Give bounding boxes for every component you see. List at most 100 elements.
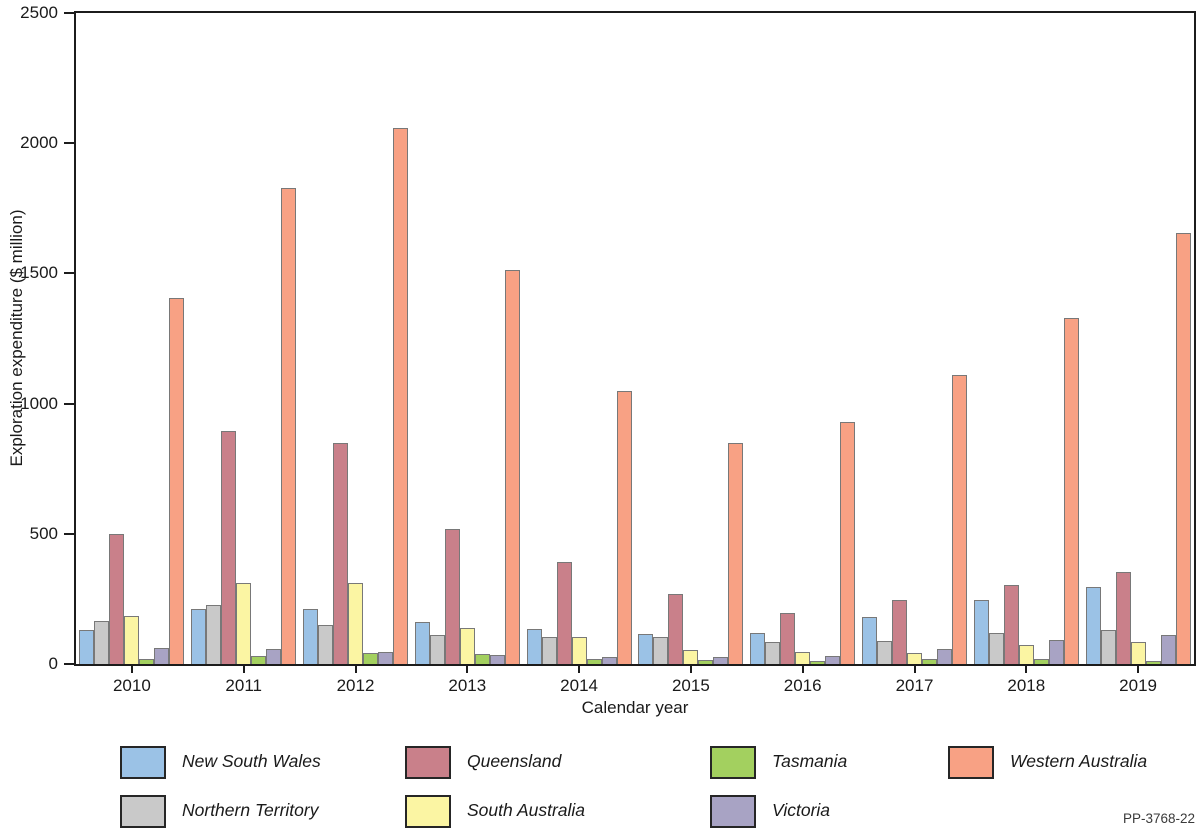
bar-victoria-2010 [154,647,170,664]
bar-northern-territory-2016 [765,641,781,664]
y-tick-label-1500: 1500 [20,263,58,283]
bar-south-australia-2013 [459,627,475,664]
legend-label-new-south-wales: New South Wales [182,751,321,771]
bar-western-australia-2019 [1175,232,1191,664]
bar-queensland-2016 [780,613,796,664]
x-tick-label-2013: 2013 [448,676,487,695]
bar-south-australia-2018 [1018,644,1034,664]
x-tick-2018 [1025,666,1028,673]
x-tick-2019 [1137,666,1140,673]
bar-victoria-2019 [1160,634,1176,664]
bar-queensland-2012 [332,442,348,664]
bar-western-australia-2010 [169,298,185,664]
y-tick-label-500: 500 [29,523,58,543]
bar-northern-territory-2015 [653,636,669,664]
bar-tasmania-2010 [139,659,155,664]
bar-victoria-2013 [489,655,505,664]
bar-tasmania-2016 [810,660,826,664]
bar-queensland-2015 [668,593,684,664]
bar-northern-territory-2012 [317,624,333,664]
x-tick-2013 [466,666,469,673]
bar-victoria-2011 [266,649,282,664]
bar-tasmania-2018 [1033,659,1049,664]
bar-tasmania-2013 [474,654,490,664]
x-tick-label-2015: 2015 [671,676,710,695]
bar-new-south-wales-2018 [973,600,989,664]
northern-territory-swatch [120,795,166,828]
bar-northern-territory-2011 [206,605,222,664]
bar-queensland-2019 [1115,571,1131,664]
bar-south-australia-2019 [1130,641,1146,664]
bar-south-australia-2010 [124,615,140,664]
bar-group-2018 [970,13,1082,664]
bar-group-2012 [300,13,412,664]
bar-new-south-wales-2011 [191,609,207,664]
bar-group-2014 [523,13,635,664]
x-tick-label-2010: 2010 [112,676,151,695]
bar-tasmania-2014 [586,659,602,664]
bar-new-south-wales-2010 [79,630,95,664]
y-tick-1500 [64,272,74,275]
x-tick-2011 [242,666,245,673]
bar-western-australia-2014 [616,391,632,664]
bar-tasmania-2017 [921,659,937,664]
bar-new-south-wales-2015 [638,634,654,664]
bar-new-south-wales-2016 [750,632,766,664]
bar-northern-territory-2013 [429,634,445,664]
y-tick-2500 [64,12,74,14]
bar-northern-territory-2010 [94,621,110,664]
legend-item-western-australia: Western Australia [948,746,1200,780]
bar-group-2019 [1082,13,1194,664]
bar-western-australia-2018 [1063,318,1079,664]
bar-victoria-2012 [377,652,393,664]
victoria-swatch [710,795,756,828]
bar-tasmania-2012 [362,653,378,664]
bar-south-australia-2014 [571,636,587,664]
bar-victoria-2017 [936,649,952,664]
bar-tasmania-2011 [251,656,267,664]
legend-item-tasmania: Tasmania [710,746,1000,780]
x-tick-label-2012: 2012 [336,676,375,695]
bar-northern-territory-2017 [876,640,892,664]
queensland-swatch [405,746,451,779]
bar-victoria-2014 [601,657,617,664]
bar-western-australia-2013 [504,269,520,664]
legend-item-new-south-wales: New South Wales [120,746,410,780]
x-tick-label-2014: 2014 [560,676,598,695]
x-axis-title: Calendar year [581,698,689,717]
x-tick-label-2018: 2018 [1007,676,1046,695]
bar-new-south-wales-2012 [302,609,318,664]
legend-label-northern-territory: Northern Territory [182,800,319,820]
plot-area [74,11,1196,666]
x-tick-2015 [689,666,692,673]
bar-new-south-wales-2013 [414,622,430,664]
bar-queensland-2011 [221,430,237,664]
x-tick-label-2017: 2017 [895,676,934,695]
x-tick-2016 [801,666,804,673]
bar-northern-territory-2014 [541,636,557,664]
bar-western-australia-2015 [728,443,744,664]
bar-western-australia-2016 [840,421,856,664]
y-tick-0 [64,663,74,665]
tasmania-swatch [710,746,756,779]
bar-queensland-2013 [444,528,460,664]
bar-queensland-2014 [556,562,572,664]
bar-victoria-2018 [1048,640,1064,664]
bar-group-2010 [76,13,188,664]
bar-western-australia-2012 [392,128,408,664]
legend-label-queensland: Queensland [467,751,562,771]
bar-group-2016 [747,13,859,664]
y-tick-label-2500: 2500 [20,3,58,22]
bar-south-australia-2017 [906,653,922,664]
y-axis-title: Exploration expenditure ($ million) [7,209,26,467]
y-tick-label-1000: 1000 [20,393,58,413]
legend-item-northern-territory: Northern Territory [120,795,410,829]
x-tick-label-2016: 2016 [783,676,822,695]
bar-group-2011 [188,13,300,664]
x-tick-label-2019: 2019 [1119,676,1157,695]
new-south-wales-swatch [120,746,166,779]
bar-northern-territory-2019 [1100,629,1116,664]
legend-label-victoria: Victoria [772,800,831,820]
y-tick-2000 [64,142,74,145]
bar-south-australia-2011 [236,582,252,664]
